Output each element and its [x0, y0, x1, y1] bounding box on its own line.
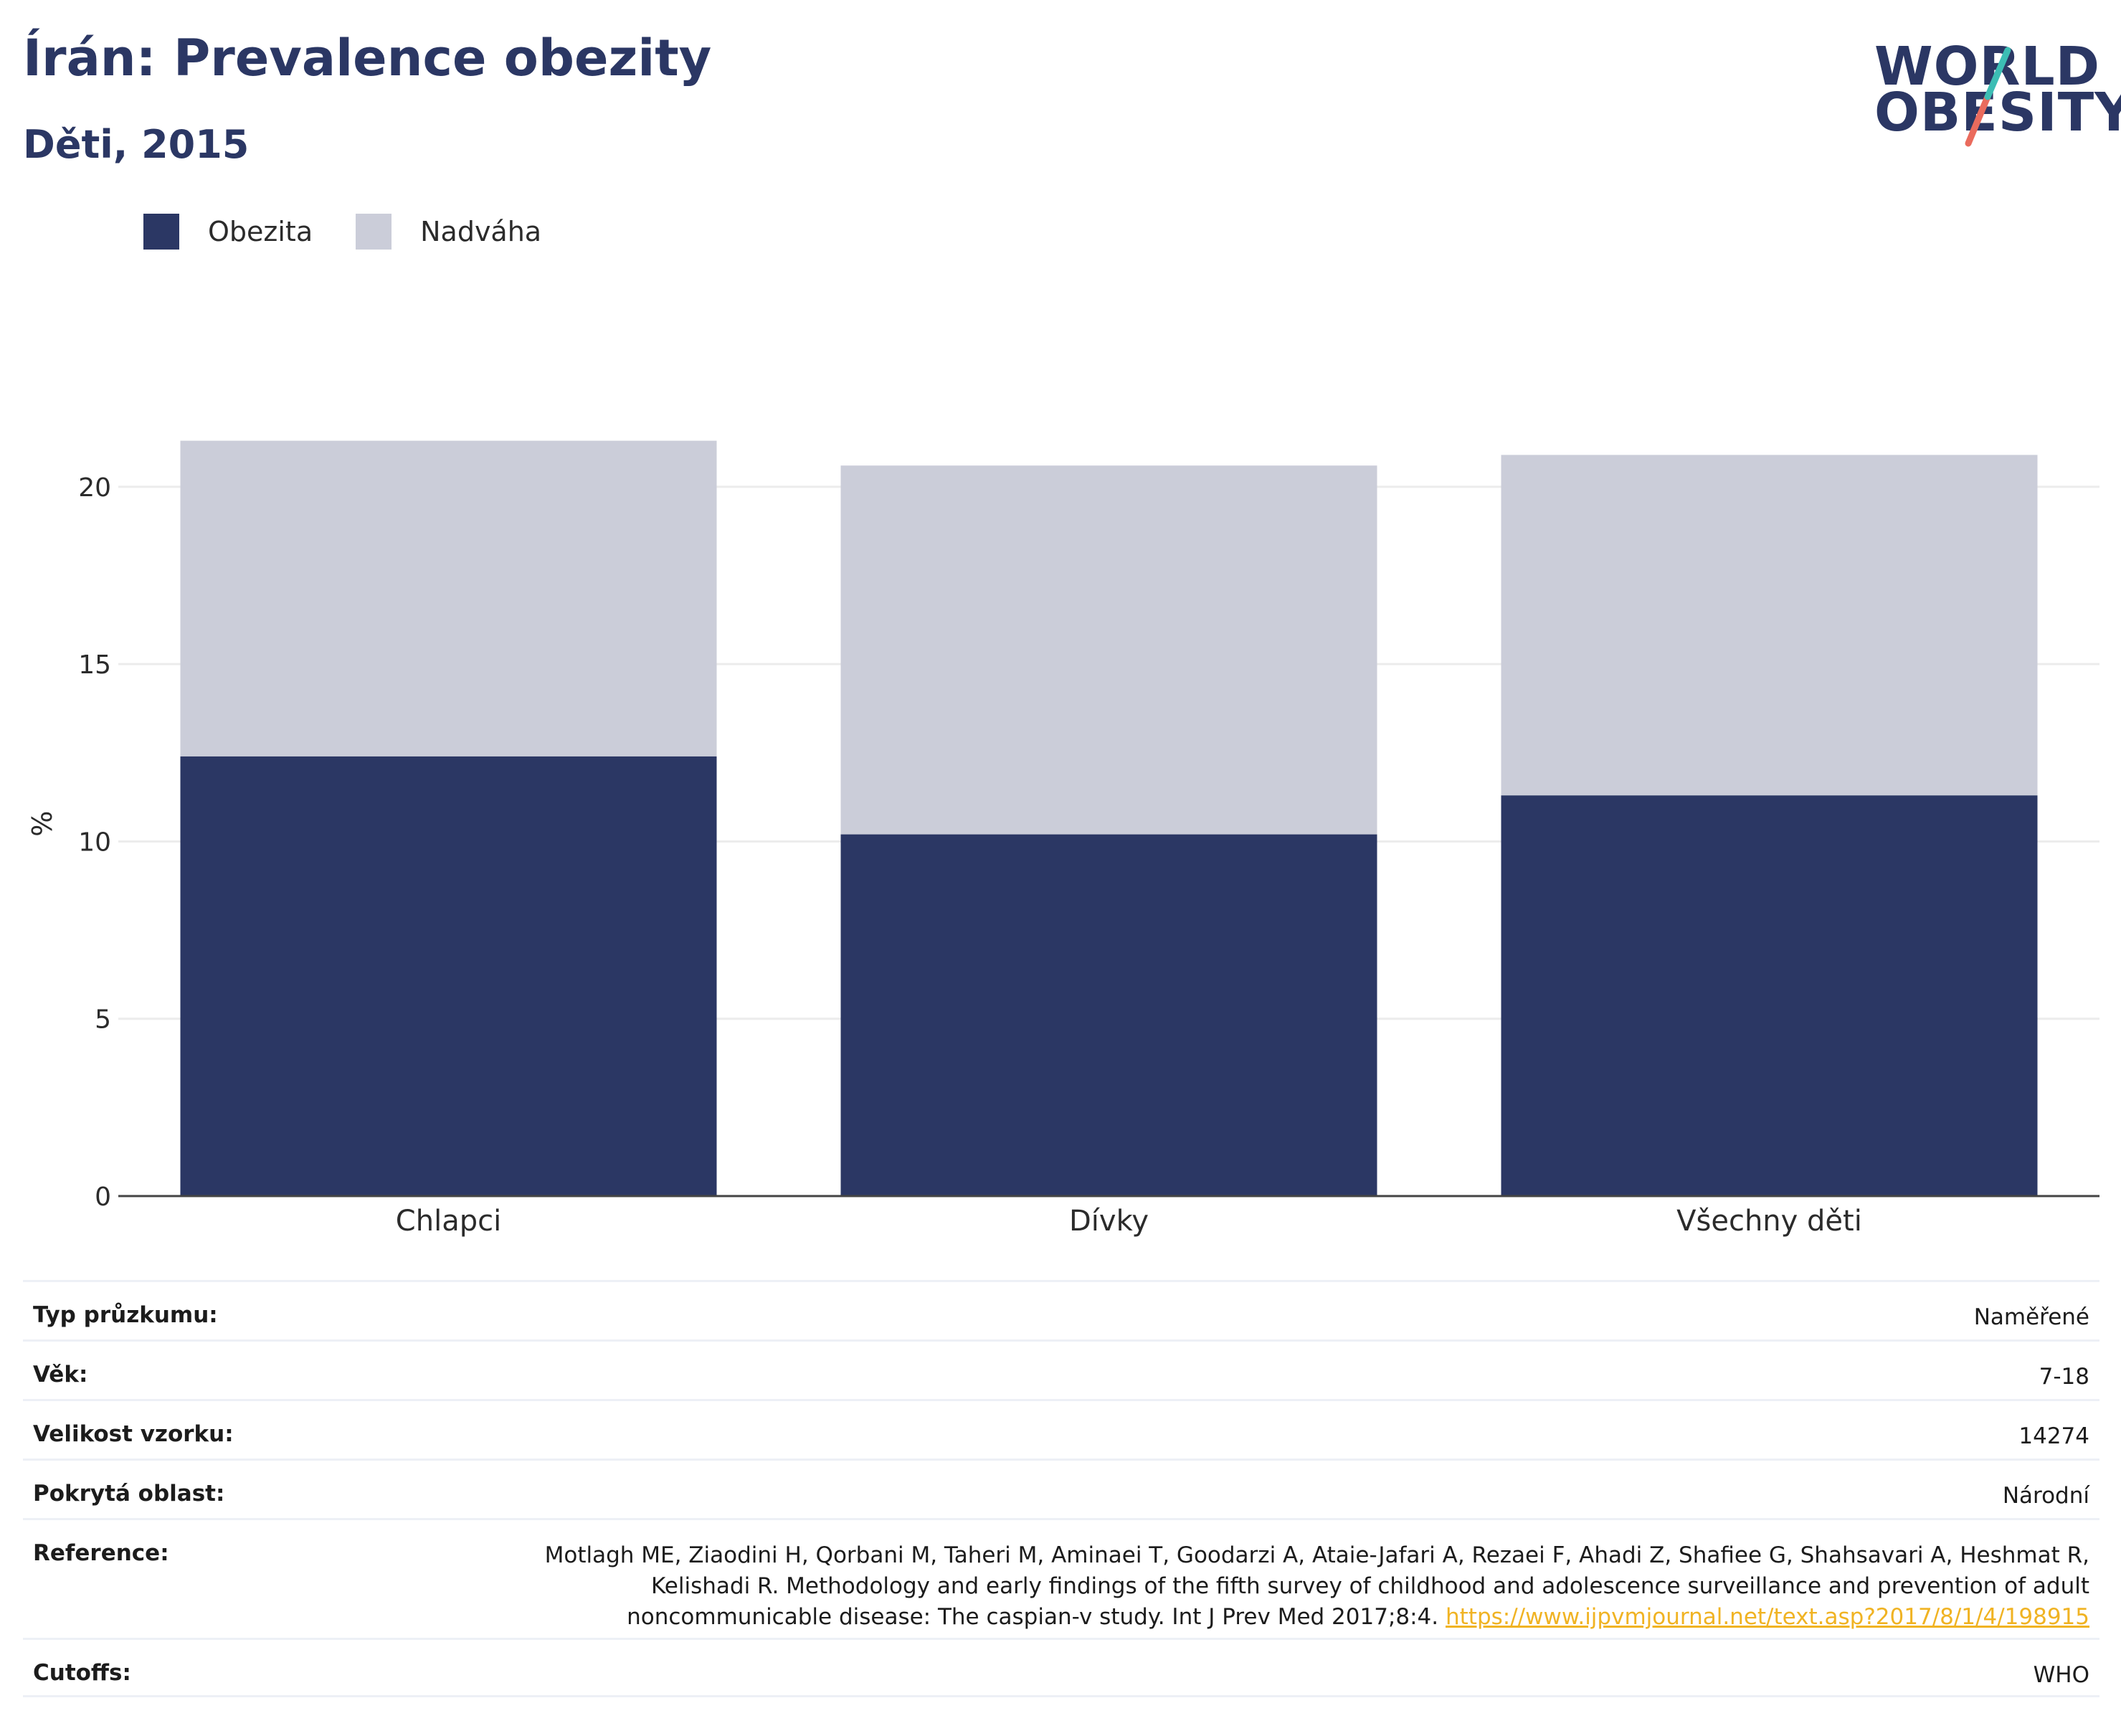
- x-tick-label: Dívky: [1069, 1205, 1149, 1238]
- bar-overweight: [840, 465, 1377, 835]
- chart-title: Írán: Prevalence obezity: [23, 29, 712, 87]
- cutoffs-value: WHO: [2033, 1662, 2089, 1688]
- y-tick-label: 0: [95, 1182, 111, 1212]
- bar-obesity: [1501, 795, 2038, 1196]
- y-tick-label: 20: [78, 473, 111, 503]
- survey-type-value: Naměřené: [1973, 1304, 2089, 1330]
- y-tick-label: 10: [78, 827, 111, 857]
- info-row-cutoffs: Cutoffs: WHO: [23, 1638, 2099, 1697]
- info-row-reference: Reference: Motlagh ME, Ziaodini H, Qorba…: [23, 1518, 2099, 1638]
- coverage-label: Pokrytá oblast:: [33, 1481, 225, 1507]
- legend-item-overweight: Nadváha: [356, 214, 541, 250]
- age-label: Věk:: [33, 1362, 88, 1388]
- y-tick-label: 15: [78, 650, 111, 680]
- legend-swatch-overweight: [356, 214, 392, 250]
- y-axis-title: %: [27, 811, 58, 837]
- age-value: 7-18: [2039, 1364, 2089, 1390]
- bar-chart: 0 5 10 15 20% Chlapci Dívky Všechny děti: [27, 440, 2099, 1238]
- bar-obesity: [840, 834, 1377, 1196]
- bar-overweight: [1501, 455, 2038, 796]
- logo-slash-icon: [1965, 47, 2011, 147]
- info-table: Typ průzkumu: Naměřené Věk: 7-18 Velikos…: [23, 1280, 2099, 1697]
- x-tick-label: Chlapci: [396, 1205, 501, 1238]
- y-tick-label: 5: [95, 1005, 111, 1035]
- world-obesity-logo: WORLD OBESITY: [1864, 22, 2121, 158]
- x-tick-label: Všechny děti: [1676, 1205, 1862, 1238]
- survey-type-label: Typ průzkumu:: [33, 1302, 218, 1328]
- bar-overweight: [180, 440, 717, 756]
- logo-word-world: WORLD: [1874, 36, 2101, 98]
- sample-size-value: 14274: [2018, 1423, 2089, 1449]
- info-row-coverage: Pokrytá oblast: Národní: [23, 1458, 2099, 1518]
- chart-legend: Obezita Nadváha: [143, 212, 584, 252]
- chart-subtitle: Děti, 2015: [23, 122, 250, 167]
- reference-text: Motlagh ME, Ziaodini H, Qorbani M, Taher…: [544, 1542, 2089, 1630]
- info-row-sample-size: Velikost vzorku: 14274: [23, 1399, 2099, 1458]
- logo-word-obesity: OBESITY: [1874, 82, 2121, 143]
- legend-item-obesity: Obezita: [143, 214, 313, 250]
- coverage-value: Národní: [2002, 1483, 2089, 1509]
- cutoffs-label: Cutoffs:: [33, 1660, 131, 1686]
- legend-swatch-obesity: [143, 214, 179, 250]
- reference-label: Reference:: [33, 1540, 169, 1566]
- legend-label-obesity: Obezita: [208, 216, 313, 247]
- sample-size-label: Velikost vzorku:: [33, 1421, 234, 1447]
- info-row-survey-type: Typ průzkumu: Naměřené: [23, 1280, 2099, 1339]
- legend-label-overweight: Nadváha: [420, 216, 542, 247]
- bar-obesity: [180, 756, 717, 1196]
- info-row-age: Věk: 7-18: [23, 1339, 2099, 1399]
- reference-value: Motlagh ME, Ziaodini H, Qorbani M, Taher…: [498, 1520, 2089, 1633]
- reference-link[interactable]: https://www.ijpvmjournal.net/text.asp?20…: [1446, 1604, 2089, 1630]
